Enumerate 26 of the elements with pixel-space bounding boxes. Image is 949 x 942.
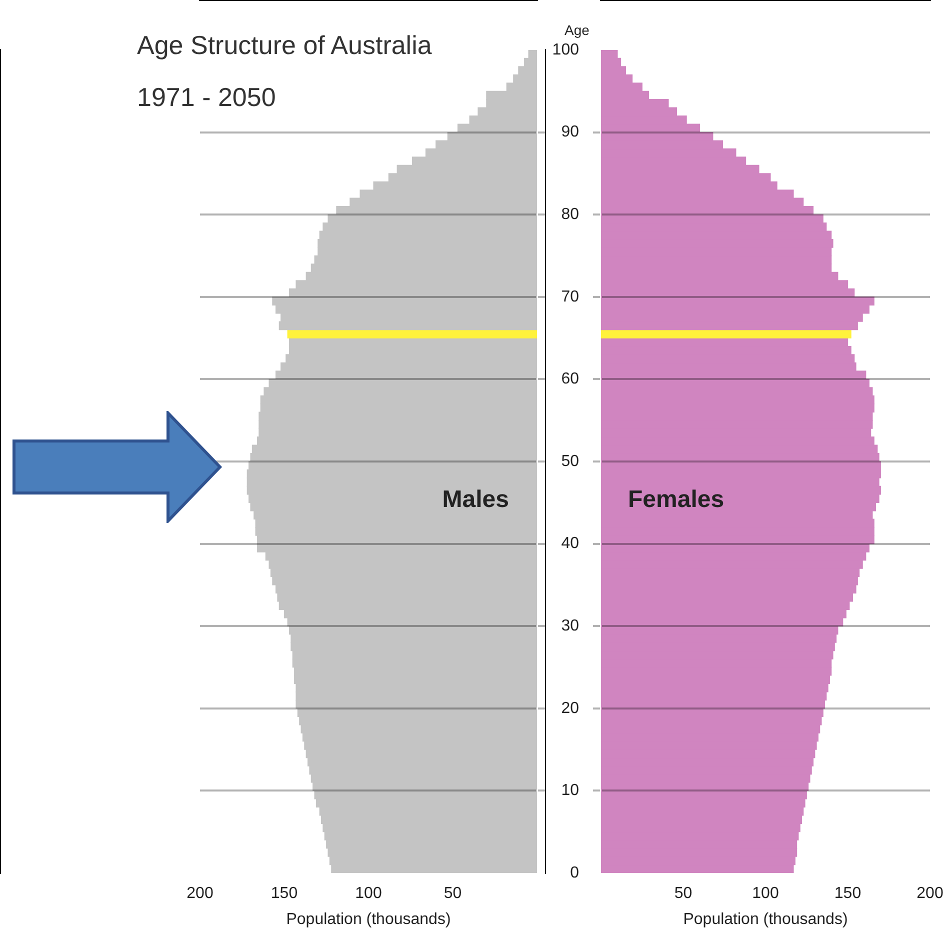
annotation: Males <box>442 486 509 513</box>
y-tick-label: 20 <box>561 700 580 717</box>
x-tick-label: 50 <box>444 885 462 902</box>
y-tick-label: 50 <box>561 452 580 470</box>
y-tick-label: 0 <box>570 864 580 882</box>
x-tick-label: 100 <box>355 885 382 902</box>
x-tick-label: 100 <box>752 885 779 902</box>
x-tick-label: 200 <box>186 885 214 902</box>
y-tick-label: 40 <box>561 535 580 552</box>
y-axis-title: Age <box>564 22 590 38</box>
y-tick-label: 80 <box>561 206 580 224</box>
x-tick-label: 150 <box>834 885 862 902</box>
x-tick-label: 50 <box>674 885 692 902</box>
y-tick-label: 70 <box>561 288 580 306</box>
chart-title: Age Structure of Australia <box>137 30 432 61</box>
y-tick-label: 10 <box>561 782 580 800</box>
y-tick-label: 30 <box>561 618 580 635</box>
x-tick-label: 150 <box>270 885 298 902</box>
y-tick-label: 60 <box>561 370 580 388</box>
annotation: Females <box>628 486 724 513</box>
x-axis-title: Population (thousands) <box>286 910 451 928</box>
x-tick-label: 200 <box>916 885 944 902</box>
y-tick-label: 100 <box>552 41 580 58</box>
x-axis-title: Population (thousands) <box>683 910 848 928</box>
y-tick-label: 90 <box>561 124 580 141</box>
text: 1971 - 2050 <box>137 82 276 113</box>
